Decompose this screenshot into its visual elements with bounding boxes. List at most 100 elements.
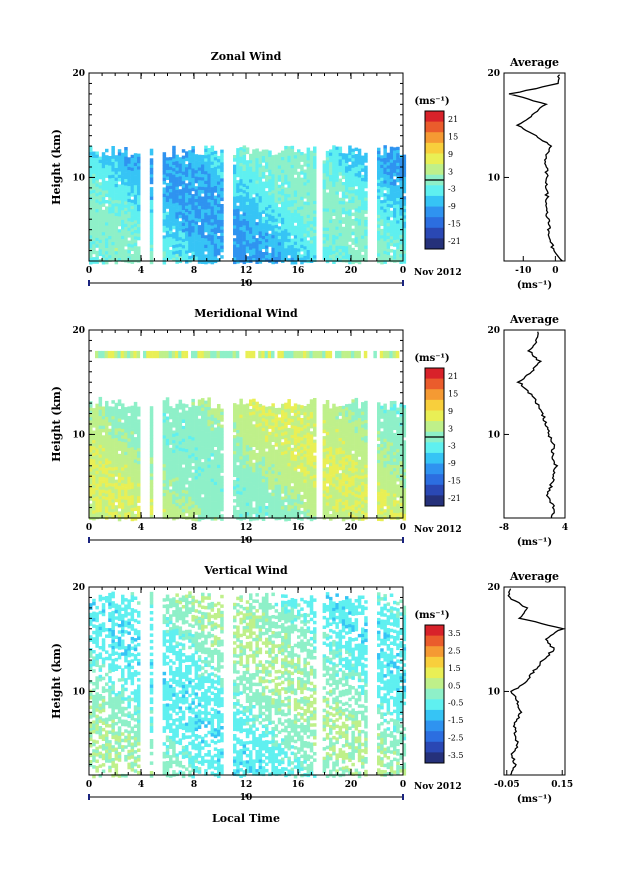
avg-x-tick-label: -0.05 [494,780,520,790]
x-tick-label: 20 [345,266,358,276]
colorbar-segment [425,720,444,732]
date-label: Nov 2012 [414,525,462,535]
average-profile: Average 10 20 -0.05 0.15 (ms⁻¹) [487,570,573,805]
colorbar-tick-label: 3 [448,424,453,433]
colorbar: 21 15 9 3 -3 -9 -15 -21 [424,110,461,250]
avg-y-tick-label: 10 [487,173,500,183]
colorbar-tick-label: 15 [448,132,458,141]
x-tick-label: 16 [292,523,305,533]
colorbar-unit: (ms⁻¹) [414,610,449,621]
avg-x-label: (ms⁻¹) [517,537,552,548]
colorbar-segment [425,709,444,721]
colorbar-segment [425,646,444,658]
avg-x-tick-label: 0 [552,266,558,276]
x-tick-label: 0 [400,266,406,276]
colorbar-segment [425,410,444,422]
average-profile: Average 10 20 -10 0(ms⁻¹) [487,56,566,291]
colorbar-segment [425,667,444,679]
x-tick-label: 0 [86,780,92,790]
panel-3: Vertical Wind 0 4 8 12 16 20 0 10 20 Height (km) 10… [50,564,573,805]
colorbar-tick-label: 0.5 [448,681,461,690]
colorbar-tick-label: -3 [448,185,456,194]
colorbar-segment [425,635,444,647]
colorbar-tick-label: 9 [448,150,453,159]
colorbar-segment [425,195,444,207]
colorbar: 21 15 9 3 -3 -9 -15 -21 [424,367,461,507]
colorbar-tick-label: -15 [448,220,461,229]
x-axis-label: Local Time [212,812,280,825]
colorbar-segment [425,378,444,390]
colorbar-tick-label: 15 [448,389,458,398]
date-label: Nov 2012 [414,782,462,792]
colorbar-segment [425,452,444,464]
average-line [507,588,566,776]
colorbar-tick-label: -9 [448,459,456,468]
panel-title: Vertical Wind [203,564,288,577]
average-title: Average [509,56,559,69]
avg-y-tick-label: 20 [487,326,500,336]
colorbar-segment [425,217,444,229]
colorbar-tick-label: -21 [448,237,461,246]
colorbar-segment [425,153,444,165]
colorbar-segment [425,121,444,133]
x-tick-label: 8 [191,780,197,790]
colorbar-tick-label: -0.5 [448,699,463,708]
x-tick-label: 20 [345,780,358,790]
avg-x-tick-label: -10 [515,266,531,276]
colorbar-segment [425,752,444,764]
colorbar-segment [425,731,444,743]
colorbar-segment [425,227,444,239]
y-tick-label: 10 [72,687,85,697]
x-tick-label: 0 [400,780,406,790]
date-day-label: 10 [240,793,253,803]
colorbar-segment [425,111,444,123]
colorbar-segment [425,656,444,668]
heatmap-cells [89,145,407,265]
colorbar-segment [425,688,444,700]
colorbar-segment [425,741,444,753]
colorbar-tick-label: 1.5 [448,664,461,673]
colorbar-segment [425,132,444,144]
colorbar-segment [425,678,444,690]
x-tick-label: 12 [240,523,253,533]
y-tick-label: 20 [72,326,85,336]
colorbar-tick-label: -9 [448,202,456,211]
colorbar-segment [425,206,444,218]
colorbar-segment [425,625,444,637]
x-tick-label: 0 [86,266,92,276]
colorbar-tick-label: -3.5 [448,751,463,760]
colorbar-frame [424,624,445,764]
x-tick-label: 0 [86,523,92,533]
x-tick-label: 12 [240,266,253,276]
colorbar-segment [425,421,444,433]
colorbar-segment [425,699,444,711]
y-axis-label: Height (km) [50,129,63,205]
avg-y-tick-label: 20 [487,69,500,79]
colorbar-segment [425,399,444,411]
avg-x-tick-label: 4 [562,523,568,533]
colorbar-segment [425,164,444,176]
colorbar-tick-label: 21 [448,372,458,381]
avg-y-tick-label: 10 [487,687,500,697]
colorbar-tick-label: -21 [448,494,461,503]
x-tick-label: 16 [292,266,305,276]
average-frame [503,586,566,776]
x-tick-label: 4 [138,780,144,790]
y-tick-label: 20 [72,583,85,593]
colorbar-tick-label: 2.5 [448,646,461,655]
panel-2: Meridional Wind 0 4 8 12 16 20 0 10 20 Height (km)… [50,307,568,548]
colorbar-segment [425,484,444,496]
x-tick-label: 4 [138,266,144,276]
average-title: Average [509,570,559,583]
average-frame [503,72,566,262]
colorbar-tick-label: 3 [448,167,453,176]
avg-y-tick-label: 20 [487,583,500,593]
heatmap-cells [89,591,407,779]
x-tick-label: 8 [191,266,197,276]
average-profile: Average 10 20 -8 4 (ms⁻¹) [487,313,568,548]
avg-x-label: (ms⁻¹) [517,794,552,805]
x-tick-label: 12 [240,780,253,790]
date-day-label: 10 [240,536,253,546]
colorbar-segment [425,238,444,250]
x-tick-label: 20 [345,523,358,533]
